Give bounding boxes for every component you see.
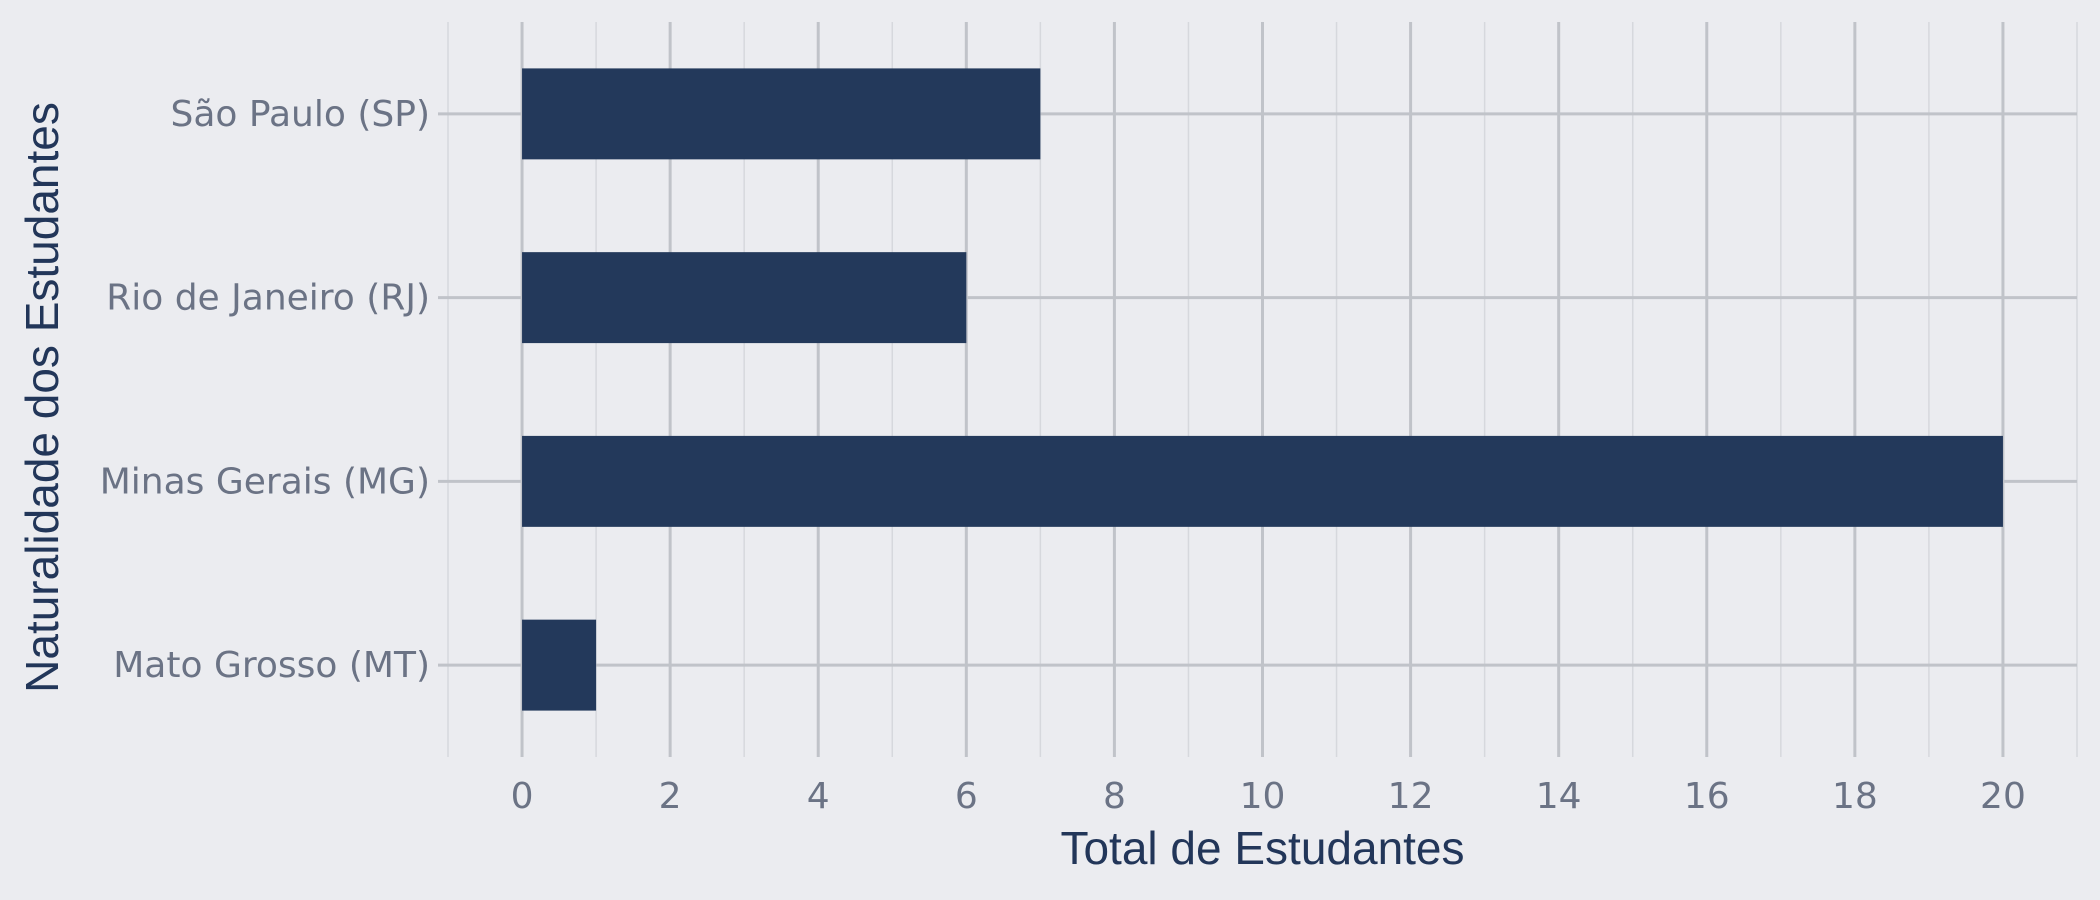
x-tick-label: 20 [1980, 776, 2026, 817]
x-axis-title: Total de Estudantes [1060, 822, 1464, 874]
x-tick-label: 8 [1103, 776, 1126, 817]
x-tick-label: 0 [511, 776, 534, 817]
bar-rio-de-janeiro-rj [522, 252, 967, 344]
x-axis-ticks: 0 2 4 6 8 10 12 14 16 18 20 [511, 776, 2026, 817]
x-tick-label: 14 [1536, 776, 1582, 817]
x-tick-label: 16 [1684, 776, 1730, 817]
x-tick-label: 4 [807, 776, 830, 817]
x-tick-label: 10 [1240, 776, 1286, 817]
x-tick-label: 6 [955, 776, 978, 817]
y-tick-label: Minas Gerais (MG) [100, 461, 430, 502]
x-tick-label: 18 [1832, 776, 1878, 817]
y-axis-title: Naturalidade dos Estudantes [16, 102, 68, 693]
bars [522, 68, 2003, 711]
y-tick-label: Rio de Janeiro (RJ) [106, 278, 430, 319]
x-tick-label: 12 [1388, 776, 1434, 817]
bar-minas-gerais-mg [522, 435, 2003, 527]
y-tick-label: Mato Grosso (MT) [113, 645, 430, 686]
bar-s-o-paulo-sp [522, 68, 1041, 160]
y-axis-ticks: Mato Grosso (MT) Minas Gerais (MG) Rio de … [100, 94, 430, 686]
y-tick-label: São Paulo (SP) [171, 94, 430, 135]
bar-mato-grosso-mt [522, 619, 597, 711]
x-tick-label: 2 [659, 776, 682, 817]
